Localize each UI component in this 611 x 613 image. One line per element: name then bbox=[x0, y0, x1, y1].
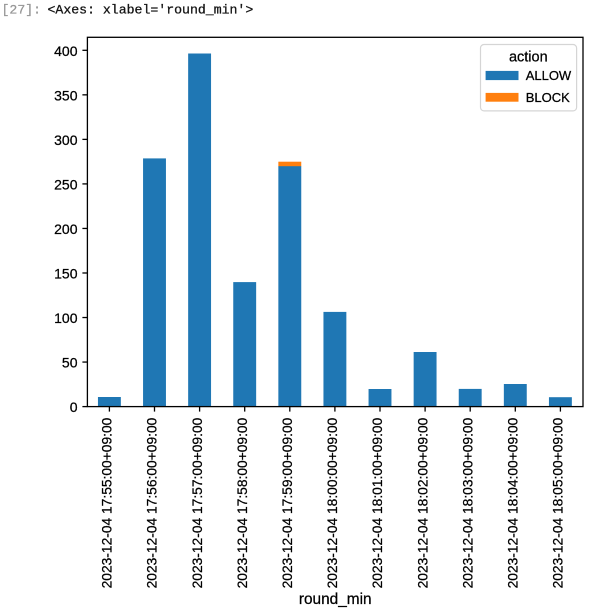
svg-text:150: 150 bbox=[54, 266, 78, 282]
svg-text:300: 300 bbox=[54, 132, 78, 148]
svg-text:0: 0 bbox=[70, 399, 78, 415]
svg-text:2023-12-04 18:04:00+09:00: 2023-12-04 18:04:00+09:00 bbox=[506, 417, 521, 588]
svg-text:200: 200 bbox=[54, 221, 78, 237]
svg-text:[27]:: [27]: bbox=[2, 3, 42, 18]
svg-text:2023-12-04 18:00:00+09:00: 2023-12-04 18:00:00+09:00 bbox=[325, 417, 340, 588]
svg-text:ALLOW: ALLOW bbox=[526, 68, 572, 83]
svg-text:50: 50 bbox=[62, 355, 78, 371]
svg-text:2023-12-04 18:02:00+09:00: 2023-12-04 18:02:00+09:00 bbox=[415, 417, 430, 588]
svg-text:round_min: round_min bbox=[299, 591, 372, 608]
svg-text:2023-12-04 18:05:00+09:00: 2023-12-04 18:05:00+09:00 bbox=[551, 417, 566, 588]
svg-text:100: 100 bbox=[54, 310, 78, 326]
svg-text:2023-12-04 17:58:00+09:00: 2023-12-04 17:58:00+09:00 bbox=[235, 417, 250, 588]
svg-text:2023-12-04 17:57:00+09:00: 2023-12-04 17:57:00+09:00 bbox=[190, 417, 205, 588]
svg-text:2023-12-04 18:03:00+09:00: 2023-12-04 18:03:00+09:00 bbox=[460, 417, 475, 588]
svg-text:250: 250 bbox=[54, 177, 78, 193]
svg-text:2023-12-04 17:59:00+09:00: 2023-12-04 17:59:00+09:00 bbox=[280, 417, 295, 588]
svg-text:2023-12-04 17:56:00+09:00: 2023-12-04 17:56:00+09:00 bbox=[145, 417, 160, 588]
svg-text:<Axes: xlabel='round_min'>: <Axes: xlabel='round_min'> bbox=[48, 3, 254, 18]
svg-text:400: 400 bbox=[54, 43, 78, 59]
svg-text:2023-12-04 18:01:00+09:00: 2023-12-04 18:01:00+09:00 bbox=[370, 417, 385, 588]
svg-text:action: action bbox=[509, 49, 548, 65]
svg-text:2023-12-04 17:55:00+09:00: 2023-12-04 17:55:00+09:00 bbox=[100, 417, 115, 588]
svg-text:BLOCK: BLOCK bbox=[526, 90, 570, 105]
svg-text:350: 350 bbox=[54, 87, 78, 103]
